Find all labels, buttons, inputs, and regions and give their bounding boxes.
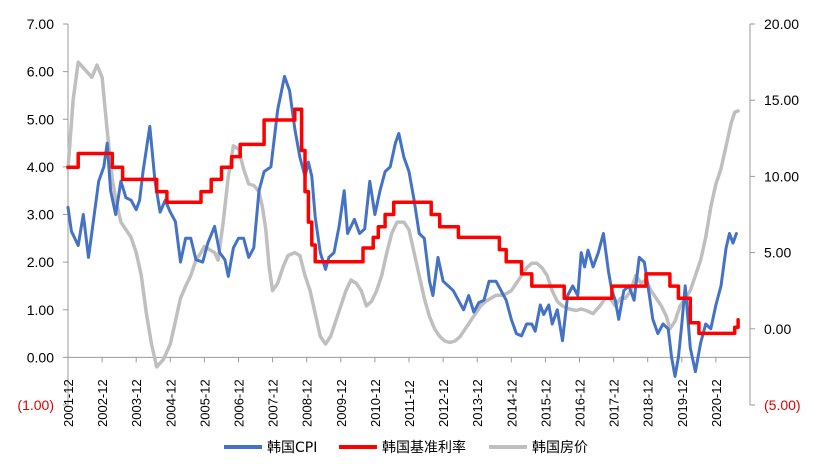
x-tick-label: 2013-12 (470, 379, 485, 427)
series-line-1 (66, 107, 740, 336)
left-tick-label: 4.00 (27, 159, 54, 175)
x-tick-label: 2019-12 (675, 379, 690, 427)
x-tick-label: 2005-12 (197, 379, 212, 427)
x-axis: 2001-12 2002-12 2003-12 2004-12 2005-12 2006-… (61, 356, 750, 427)
right-tick-label: (5.00) (764, 397, 801, 413)
x-tick-label: 2020-12 (709, 379, 724, 427)
x-tick-label: 2014-12 (504, 379, 519, 427)
x-tick-label: 2016-12 (573, 379, 588, 427)
legend-label: 韩国CPI (267, 440, 317, 456)
legend-label: 韩国房价 (532, 440, 588, 456)
x-tick-label: 2007-12 (266, 379, 281, 427)
left-y-axis: (1.00) 0.00 1.00 2.00 3.00 4.00 5.00 6.00 7.00 (17, 16, 69, 413)
left-tick-label: 6.00 (27, 64, 54, 80)
plot-area (66, 60, 740, 378)
right-tick-label: 10.00 (764, 168, 799, 184)
legend: 韩国CPI 韩国基准利率 韩国房价 (224, 439, 588, 456)
series-line-0 (66, 74, 738, 378)
right-tick-label: 5.00 (764, 245, 791, 261)
left-tick-label: 2.00 (27, 254, 54, 270)
left-tick-label: 0.00 (27, 349, 54, 365)
x-tick-label: 2017-12 (607, 379, 622, 427)
x-tick-label: 2004-12 (163, 379, 178, 427)
x-tick-label: 2012-12 (436, 379, 451, 427)
x-tick-label: 2015-12 (538, 379, 553, 427)
x-tick-label: 2018-12 (641, 379, 656, 427)
left-tick-label: 7.00 (27, 16, 54, 32)
x-tick-label: 2009-12 (334, 379, 349, 427)
x-tick-label: 2006-12 (232, 379, 247, 427)
right-tick-label: 15.00 (764, 92, 799, 108)
right-y-axis: (5.00) 0.00 5.00 10.00 15.00 20.00 (749, 16, 801, 413)
x-tick-label: 2008-12 (300, 379, 315, 427)
right-tick-label: 20.00 (764, 16, 799, 32)
left-tick-label: 5.00 (27, 111, 54, 127)
x-tick-label: 2002-12 (95, 379, 110, 427)
x-tick-label: 2011-12 (402, 380, 417, 427)
right-tick-label: 0.00 (764, 321, 791, 337)
x-tick-label: 2001-12 (61, 379, 76, 427)
legend-label: 韩国基准利率 (382, 439, 466, 456)
x-tick-label: 2010-12 (368, 379, 383, 427)
x-tick-label: 2003-12 (129, 379, 144, 427)
series-line-2 (66, 60, 740, 369)
left-tick-label: 3.00 (27, 207, 54, 223)
left-tick-label: (1.00) (17, 397, 54, 413)
left-tick-label: 1.00 (27, 302, 54, 318)
